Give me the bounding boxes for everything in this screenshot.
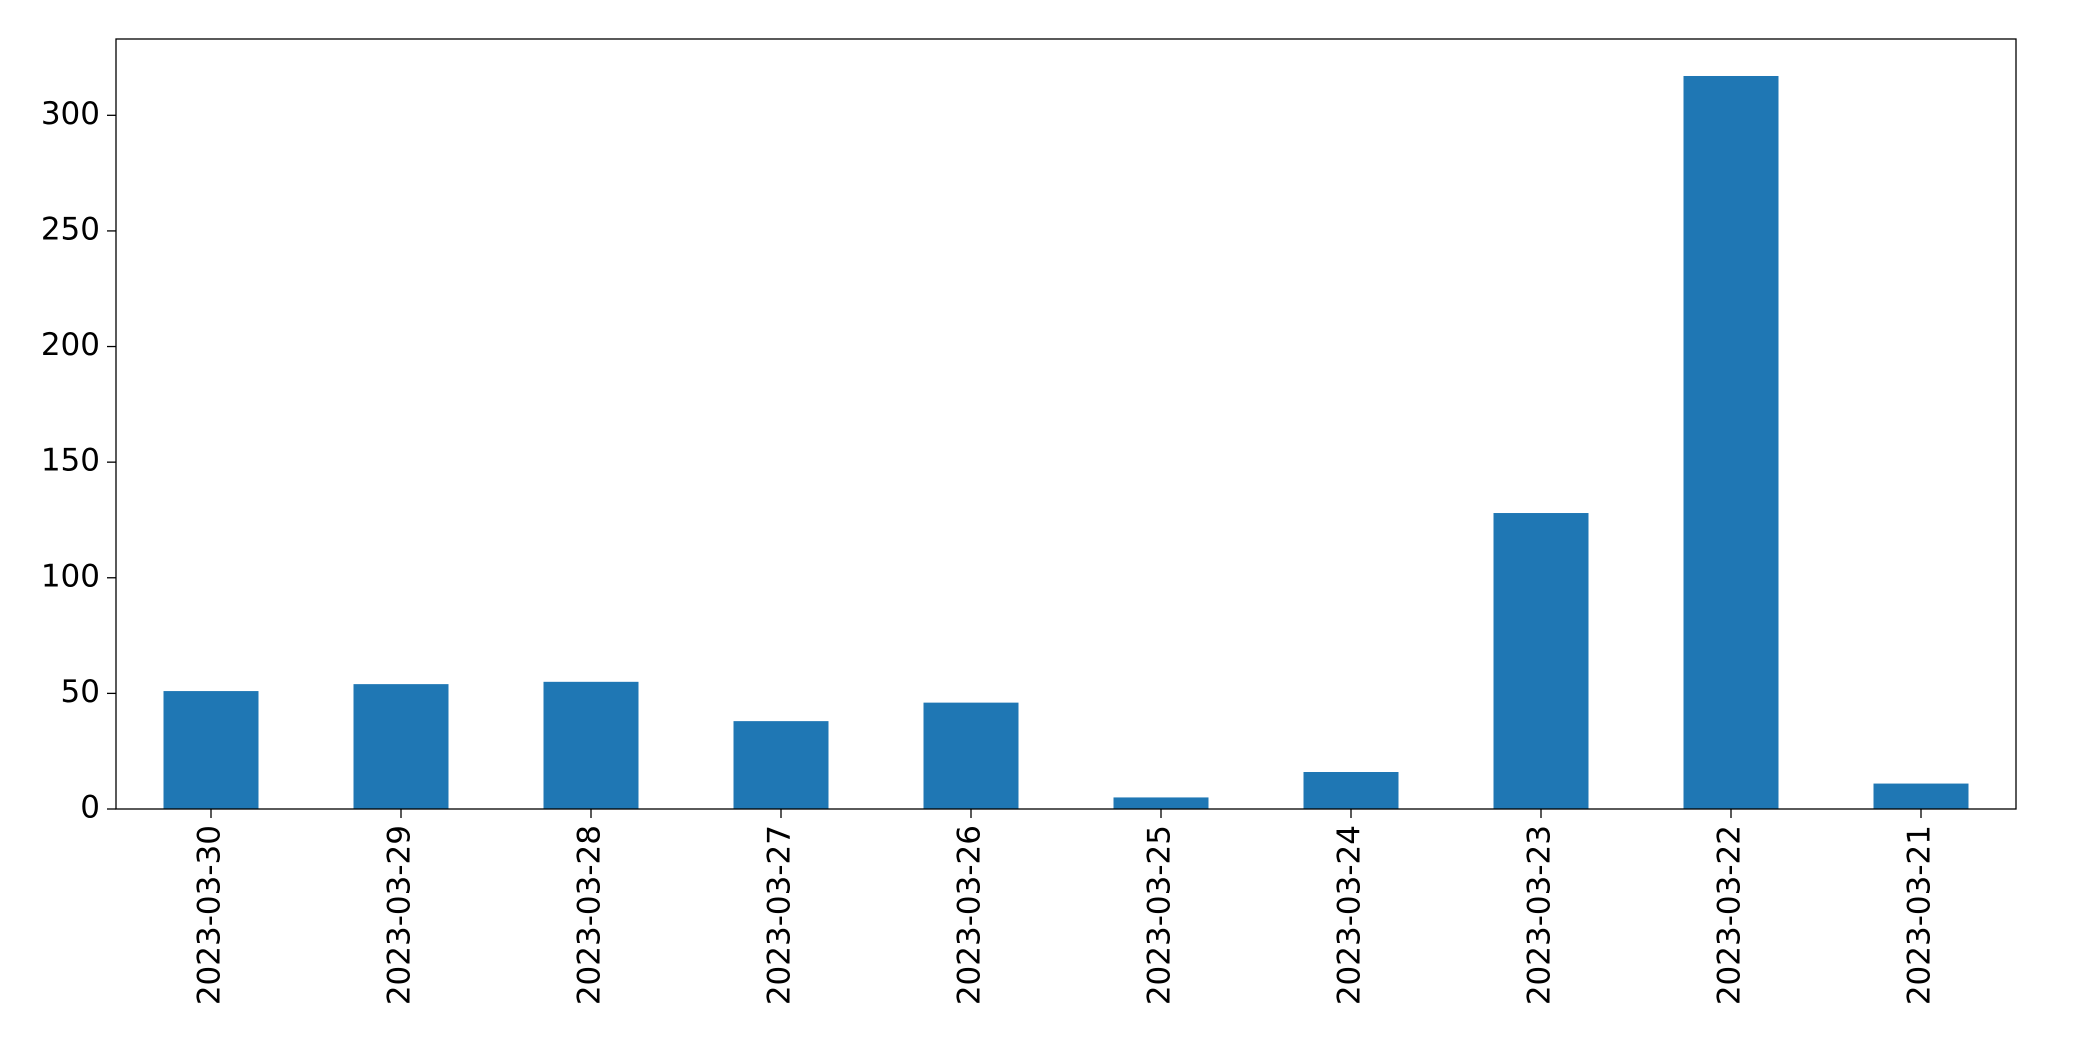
y-tick-label: 0 [80,790,100,826]
bar [923,702,1019,809]
bar [1113,797,1209,809]
y-tick-label: 150 [41,443,100,479]
y-tick-label: 250 [41,211,100,247]
x-tick-label: 2023-03-30 [192,825,228,1005]
x-tick-label: 2023-03-24 [1332,825,1368,1005]
x-tick-label: 2023-03-21 [1902,825,1938,1005]
y-tick-label: 100 [41,558,100,594]
x-tick-label: 2023-03-22 [1712,825,1748,1005]
x-tick-label: 2023-03-23 [1522,825,1558,1005]
x-tick-label: 2023-03-26 [952,825,988,1005]
x-tick-label: 2023-03-25 [1142,825,1178,1005]
bar [163,691,259,809]
bar [1683,75,1779,809]
y-tick-label: 200 [41,327,100,363]
y-tick-label: 50 [61,674,100,710]
bar [1303,772,1399,809]
y-tick-label: 300 [41,96,100,132]
bar [543,681,639,809]
x-tick-label: 2023-03-28 [572,825,608,1005]
x-tick-label: 2023-03-27 [762,825,798,1005]
bar [733,721,829,809]
x-tick-label: 2023-03-29 [382,825,418,1005]
bar [1493,513,1589,809]
bar [1873,783,1969,809]
bar [353,684,449,809]
plot-frame [115,38,2017,810]
